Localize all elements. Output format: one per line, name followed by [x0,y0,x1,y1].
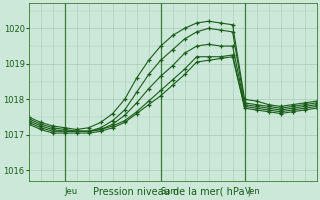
Text: Jeu: Jeu [65,187,78,196]
X-axis label: Pression niveau de la mer( hPa ): Pression niveau de la mer( hPa ) [93,187,252,197]
Text: Ven: Ven [244,187,260,196]
Text: Sam: Sam [161,187,179,196]
